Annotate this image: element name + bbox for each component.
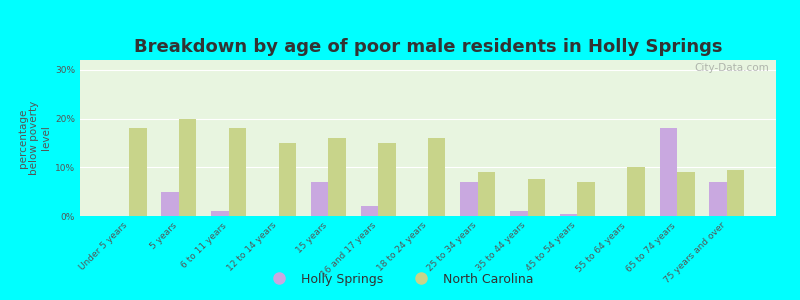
Bar — [560, 214, 578, 216]
Bar — [278, 143, 296, 216]
Bar — [328, 138, 346, 216]
Legend: Holly Springs, North Carolina: Holly Springs, North Carolina — [261, 268, 539, 291]
Bar — [428, 138, 446, 216]
Bar — [627, 167, 645, 216]
Bar — [528, 179, 545, 216]
Bar — [578, 182, 595, 216]
Bar — [311, 182, 328, 216]
Bar — [660, 128, 677, 216]
Bar — [162, 192, 179, 216]
Text: City-Data.com: City-Data.com — [694, 63, 769, 73]
Bar — [179, 118, 196, 216]
Bar — [211, 211, 229, 216]
Bar — [460, 182, 478, 216]
Bar — [478, 172, 495, 216]
Bar — [378, 143, 396, 216]
Bar — [229, 128, 246, 216]
Bar — [677, 172, 694, 216]
Title: Breakdown by age of poor male residents in Holly Springs: Breakdown by age of poor male residents … — [134, 38, 722, 56]
Bar — [361, 206, 378, 216]
Bar — [710, 182, 727, 216]
Bar — [129, 128, 146, 216]
Y-axis label: percentage
below poverty
level: percentage below poverty level — [18, 101, 51, 175]
Bar — [727, 170, 744, 216]
Bar — [510, 211, 528, 216]
